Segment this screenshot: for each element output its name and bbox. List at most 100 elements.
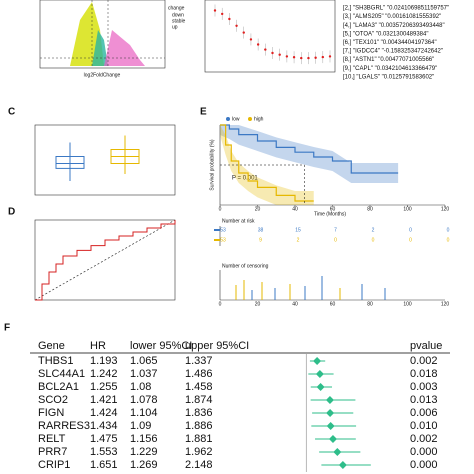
y-axis-label: Survival probability (%) <box>209 139 215 190</box>
hr-marker <box>328 435 337 443</box>
risk-count: 38 <box>258 227 264 233</box>
cell: 0.013 <box>410 394 438 406</box>
cell: 0.000 <box>410 459 438 471</box>
cell: 1.424 <box>90 407 118 419</box>
cell: PRR7 <box>38 446 67 458</box>
coefficient: [2,] "SH3BGRL" "0.0241069851159757" <box>343 6 449 12</box>
hr-marker <box>325 396 334 404</box>
risk-count: 0 <box>447 227 450 233</box>
header-cell: HR <box>90 340 106 352</box>
x-tick-label: 100 <box>403 206 412 212</box>
risk-count: 53 <box>220 237 226 243</box>
coefficient: [5,] "OTOA" "0.0321300489384" <box>343 31 428 37</box>
cell: 1.881 <box>185 433 213 445</box>
risk-count: 0 <box>372 237 375 243</box>
coefficient: [7,] "IGDCC4" "-0.158325347242642" <box>343 49 443 55</box>
x-tick-label: 100 <box>403 301 412 307</box>
cell: 1.553 <box>90 446 118 458</box>
ci-band <box>220 125 399 183</box>
hr-marker <box>313 357 322 365</box>
coefficient: [8,] "ASTN1" "0.00477071005566" <box>343 57 434 63</box>
cell: 1.078 <box>130 394 158 406</box>
cv-point <box>228 17 231 21</box>
cell: RELT <box>38 433 66 445</box>
x-tick-label: 80 <box>367 301 373 307</box>
x-tick-label: 40 <box>292 206 298 212</box>
cell: RARRES3 <box>38 420 90 432</box>
cell: 1.104 <box>130 407 158 419</box>
header-cell: upper 95%CI <box>185 340 249 352</box>
x-tick-label: 60 <box>330 301 336 307</box>
km-curve <box>220 124 399 174</box>
risk-count: 0 <box>409 227 412 233</box>
cell: 1.651 <box>90 459 118 471</box>
x-tick-label: 80 <box>367 206 373 212</box>
volcano-stable <box>92 30 108 66</box>
roc-frame <box>34 219 176 301</box>
cell: 1.458 <box>185 381 213 393</box>
hr-marker <box>326 409 335 417</box>
hr-marker <box>338 461 347 469</box>
coefficient: [3,] "ALMS205" "0.00161081555392" <box>343 14 441 20</box>
hr-marker <box>316 383 325 391</box>
cell: 1.242 <box>90 368 118 380</box>
cv-point <box>264 48 267 51</box>
cv-point <box>328 55 332 58</box>
legend-entry: down <box>172 12 184 18</box>
x-axis-label: Time (Months) <box>314 211 346 217</box>
cv-frame <box>204 0 336 73</box>
cell: 1.08 <box>130 381 151 393</box>
censor-title: Number of censoring <box>222 263 269 269</box>
legend-swatch <box>226 117 230 121</box>
panel-label: F <box>4 323 10 334</box>
cell: SLC44A1 <box>38 368 85 380</box>
volcano-frame <box>39 0 166 69</box>
risk-count: 2 <box>372 227 375 233</box>
cell: 0.010 <box>410 420 438 432</box>
cell: 1.475 <box>90 433 118 445</box>
risk-count: 9 <box>259 237 262 243</box>
cell: 0.018 <box>410 368 438 380</box>
coefficient: [10,] "LGALS" "0.0125791583602" <box>343 74 434 80</box>
cv-point <box>249 38 253 41</box>
x-tick-label: 120 <box>441 206 450 212</box>
cell: 1.962 <box>185 446 213 458</box>
cell: 1.065 <box>130 355 158 367</box>
cell: BCL2A1 <box>38 381 79 393</box>
panel-label: E <box>200 107 207 118</box>
roc-curve <box>35 220 176 301</box>
risk-count: 7 <box>334 227 337 233</box>
cv-point <box>300 56 303 60</box>
hr-marker <box>326 422 335 430</box>
risk-title: Number at risk <box>222 218 255 224</box>
cell: 1.337 <box>185 355 213 367</box>
x-tick-label: 40 <box>292 301 298 307</box>
cv-point <box>213 9 217 12</box>
panel-label: D <box>8 207 15 218</box>
x-axis-label: log2FoldChange <box>84 72 121 78</box>
risk-count: 0 <box>409 237 412 243</box>
cv-point <box>271 51 274 55</box>
risk-count: 53 <box>220 227 226 233</box>
cell: 1.434 <box>90 420 118 432</box>
cv-point <box>314 56 317 59</box>
cell: 0.003 <box>410 381 438 393</box>
risk-count: 0 <box>334 237 337 243</box>
cell: 1.421 <box>90 394 118 406</box>
x-tick-label: 0 <box>219 301 222 307</box>
coefficient: [6,] "TEX101" "0.00434404197364" <box>343 40 437 46</box>
legend-entry: up <box>172 24 178 30</box>
cell: 1.229 <box>130 446 158 458</box>
coefficient: [4,] "LAMA3" "0.00357206393493448" <box>343 23 445 29</box>
censor-bars <box>235 276 386 300</box>
cell: 0.006 <box>410 407 438 419</box>
cv-point <box>278 53 281 56</box>
header-cell: Gene <box>38 340 65 352</box>
cell: 0.002 <box>410 355 438 367</box>
cv-point <box>256 43 260 46</box>
x-tick-label: 120 <box>441 301 450 307</box>
cv-point <box>292 56 296 59</box>
risk-count: 15 <box>295 227 301 233</box>
hr-marker <box>315 370 324 378</box>
